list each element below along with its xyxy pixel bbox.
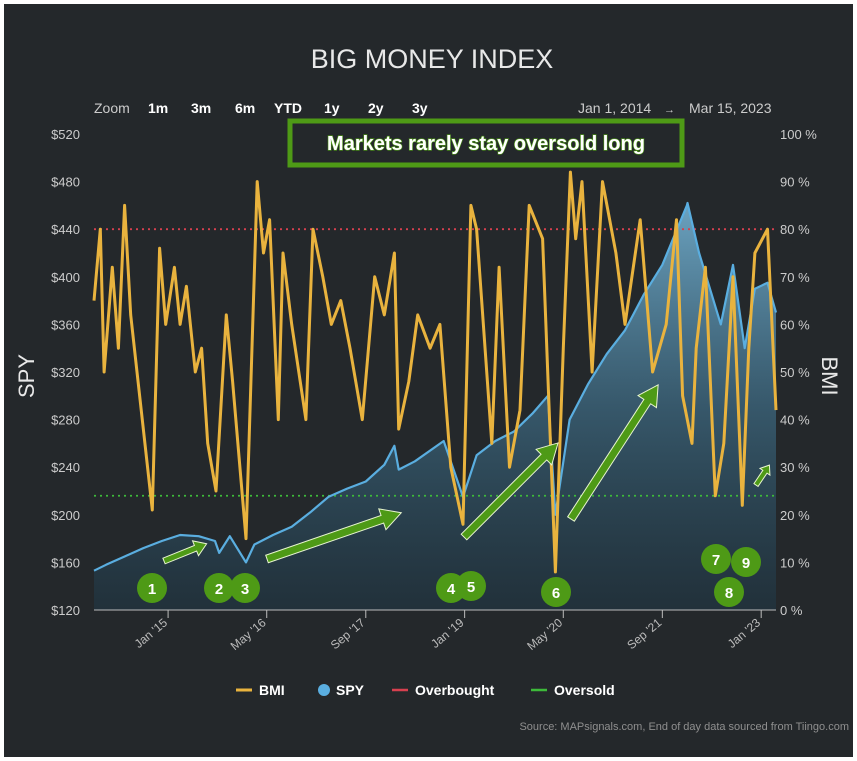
callout-badge: 5 <box>456 571 486 601</box>
chart-svg: BIG MONEY INDEX Zoom 1m 3m 6m YTD 1y 2y … <box>14 44 849 733</box>
legend-label: BMI <box>259 682 285 698</box>
y-axis-right-title: BMI <box>817 356 842 395</box>
y-axis-left-title: SPY <box>14 354 39 398</box>
y-right-tick-label: 50 % <box>780 365 810 380</box>
y-left-tick-label: $320 <box>51 365 80 380</box>
zoom-1m-button[interactable]: 1m <box>148 100 168 116</box>
y-left-tick-label: $200 <box>51 508 80 523</box>
y-left-tick-label: $360 <box>51 317 80 332</box>
arrow-icon-4 <box>566 383 659 522</box>
callout-badge: 3 <box>230 573 260 603</box>
callout-label: 9 <box>742 555 750 572</box>
y-left-tick-label: $280 <box>51 413 80 428</box>
y-left-tick-label: $240 <box>51 460 80 475</box>
x-tick-label: Sep '21 <box>624 615 664 652</box>
chart-panel: BIG MONEY INDEX Zoom 1m 3m 6m YTD 1y 2y … <box>4 4 853 757</box>
callouts: 1 2 3 4 5 6 7 8 9 <box>137 544 761 607</box>
callout-label: 1 <box>148 581 156 598</box>
y-left-tick-label: $400 <box>51 270 80 285</box>
chart-title: BIG MONEY INDEX <box>311 44 554 74</box>
y-left-tick-label: $480 <box>51 175 80 190</box>
y-right-tick-label: 0 % <box>780 603 803 618</box>
zoom-1y-button[interactable]: 1y <box>324 100 340 116</box>
legend-label: Overbought <box>415 682 495 698</box>
y-axis-left-ticks: $520 $480 $440 $400 $360 $320 $280 $240 $200 $160… <box>51 127 80 618</box>
arrow-icon-5 <box>753 464 771 488</box>
arrow-icon-3 <box>460 442 559 541</box>
legend-item-oversold[interactable]: Oversold <box>531 682 615 698</box>
zoom-2y-button[interactable]: 2y <box>368 100 384 116</box>
x-tick-label: May '20 <box>524 615 565 653</box>
y-right-tick-label: 60 % <box>780 317 810 332</box>
callout-badge: 7 <box>701 544 731 574</box>
callout-label: 6 <box>552 585 560 602</box>
callout-label: 4 <box>447 581 456 598</box>
legend-label: SPY <box>336 682 365 698</box>
x-axis-ticks: Jan '15 May '16 Sep '17 Jan '19 May '20 Sep '… <box>132 610 764 653</box>
zoom-controls: Zoom 1m 3m 6m YTD 1y 2y 3y <box>94 100 428 116</box>
arrow-icon-2 <box>265 508 403 564</box>
legend: BMI SPY Overbought Oversold <box>236 682 615 698</box>
range-to-input[interactable]: Mar 15, 2023 <box>689 100 772 116</box>
y-right-tick-label: 80 % <box>780 222 810 237</box>
x-tick-label: May '16 <box>228 615 269 653</box>
x-tick-label: Jan '15 <box>132 615 171 651</box>
y-left-tick-label: $520 <box>51 127 80 142</box>
source-credit: Source: MAPsignals.com, End of day data … <box>519 721 849 733</box>
callout-label: 8 <box>725 585 733 602</box>
zoom-label: Zoom <box>94 100 130 116</box>
legend-item-overbought[interactable]: Overbought <box>392 682 495 698</box>
date-range: Jan 1, 2014 → Mar 15, 2023 <box>578 100 772 116</box>
callout-badge: 9 <box>731 547 761 577</box>
y-right-tick-label: 100 % <box>780 127 817 142</box>
y-right-tick-label: 70 % <box>780 270 810 285</box>
callout-badge: 8 <box>714 577 744 607</box>
y-right-tick-label: 40 % <box>780 413 810 428</box>
bmi-series-line <box>92 170 778 574</box>
x-tick-label: Sep '17 <box>328 615 368 652</box>
y-right-tick-label: 30 % <box>780 460 810 475</box>
callout-label: 7 <box>712 552 720 569</box>
legend-label: Oversold <box>554 682 615 698</box>
legend-item-bmi[interactable]: BMI <box>236 682 285 698</box>
callout-badge: 6 <box>541 577 571 607</box>
zoom-ytd-button[interactable]: YTD <box>274 100 302 116</box>
range-from-input[interactable]: Jan 1, 2014 <box>578 100 651 116</box>
arrow-icon-1 <box>162 540 208 565</box>
y-left-tick-label: $120 <box>51 603 80 618</box>
callout-label: 2 <box>215 581 223 598</box>
y-axis-right-ticks: 100 % 90 % 80 % 70 % 60 % 50 % 40 % 30 % 20 % 10 … <box>780 127 817 618</box>
spy-area <box>94 203 776 610</box>
annotation-box: Markets rarely stay oversold long <box>287 118 685 168</box>
callout-label: 5 <box>467 579 475 596</box>
x-tick-label: Jan '23 <box>725 615 764 651</box>
range-arrow-icon: → <box>664 104 675 116</box>
y-left-tick-label: $440 <box>51 222 80 237</box>
y-right-tick-label: 20 % <box>780 508 810 523</box>
zoom-6m-button[interactable]: 6m <box>235 100 255 116</box>
y-left-tick-label: $160 <box>51 555 80 570</box>
zoom-3y-button[interactable]: 3y <box>412 100 428 116</box>
y-right-tick-label: 90 % <box>780 175 810 190</box>
zoom-3m-button[interactable]: 3m <box>191 100 211 116</box>
annotation-text: Markets rarely stay oversold long <box>327 133 645 155</box>
legend-item-spy[interactable]: SPY <box>318 682 365 698</box>
y-right-tick-label: 10 % <box>780 555 810 570</box>
callout-label: 3 <box>241 581 249 598</box>
callout-badge: 1 <box>137 573 167 603</box>
arrow-annotations <box>162 383 771 565</box>
x-tick-label: Jan '19 <box>428 615 467 651</box>
spy-series-line <box>93 201 778 572</box>
callout-badge: 2 <box>204 573 234 603</box>
